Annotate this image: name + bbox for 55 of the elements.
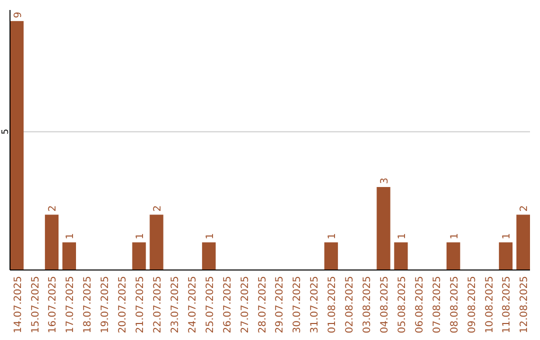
x-tick-label: 04.08.2025	[380, 276, 390, 334]
bar	[10, 21, 24, 270]
data-label: 1	[65, 232, 76, 240]
x-tick-label: 08.08.2025	[449, 276, 460, 334]
x-tick-label: 05.08.2025	[396, 276, 408, 334]
x-tick-label: 11.08.2025	[502, 276, 513, 334]
data-label: 1	[327, 232, 338, 240]
x-tick-label: 26.07.2025	[222, 276, 234, 334]
bar	[62, 242, 76, 270]
x-tick-label: 10.08.2025	[484, 276, 496, 334]
x-tick-label: 03.08.2025	[362, 276, 374, 334]
y-tick-label: 5	[1, 128, 11, 135]
x-tick-label: 23.07.2025	[170, 276, 181, 334]
bar	[516, 214, 530, 270]
data-label: 1	[449, 232, 460, 240]
bar	[394, 242, 408, 270]
x-tick-label: 15.07.2025	[30, 276, 42, 334]
data-label: 1	[204, 232, 216, 240]
x-tick-label: 22.07.2025	[152, 276, 164, 334]
bar	[498, 242, 513, 270]
x-tick-label: 09.08.2025	[466, 276, 478, 334]
x-tick-label: 25.07.2025	[204, 276, 216, 334]
x-tick-label: 19.07.2025	[100, 276, 112, 334]
x-tick-label: 29.07.2025	[274, 276, 286, 334]
x-tick-label: 02.08.2025	[344, 276, 356, 334]
bar	[132, 242, 146, 270]
data-label: 2	[519, 205, 530, 212]
bar	[150, 214, 164, 270]
x-tick-label: 28.07.2025	[257, 276, 268, 334]
x-tick-label: 18.07.2025	[82, 276, 94, 334]
x-tick-label: 14.07.2025	[12, 276, 24, 334]
data-label: 1	[502, 232, 513, 240]
x-tick-label: 07.08.2025	[432, 276, 443, 334]
x-tick-label: 27.07.2025	[240, 276, 251, 334]
data-label: 2	[152, 205, 164, 212]
x-tick-label: 06.08.2025	[414, 276, 426, 334]
x-tick-label: 12.08.2025	[519, 276, 530, 334]
data-label: 9	[12, 12, 24, 18]
data-label: 1	[135, 232, 146, 240]
bar	[376, 187, 390, 270]
x-tick-label: 20.07.2025	[118, 276, 129, 334]
data-label: 2	[48, 205, 59, 212]
bar	[324, 242, 338, 270]
bar	[446, 242, 460, 270]
x-tick-label: 30.07.2025	[292, 276, 304, 334]
bar	[44, 214, 59, 270]
data-label: 1	[396, 232, 408, 240]
x-tick-label: 21.07.2025	[135, 276, 146, 334]
x-tick-label: 24.07.2025	[187, 276, 198, 334]
bar	[202, 242, 216, 270]
x-tick-label: 17.07.2025	[65, 276, 76, 334]
data-label: 3	[380, 178, 390, 184]
x-tick-label: 01.08.2025	[327, 276, 338, 334]
x-tick-label: 16.07.2025	[48, 276, 59, 334]
x-tick-label: 31.07.2025	[310, 276, 321, 334]
